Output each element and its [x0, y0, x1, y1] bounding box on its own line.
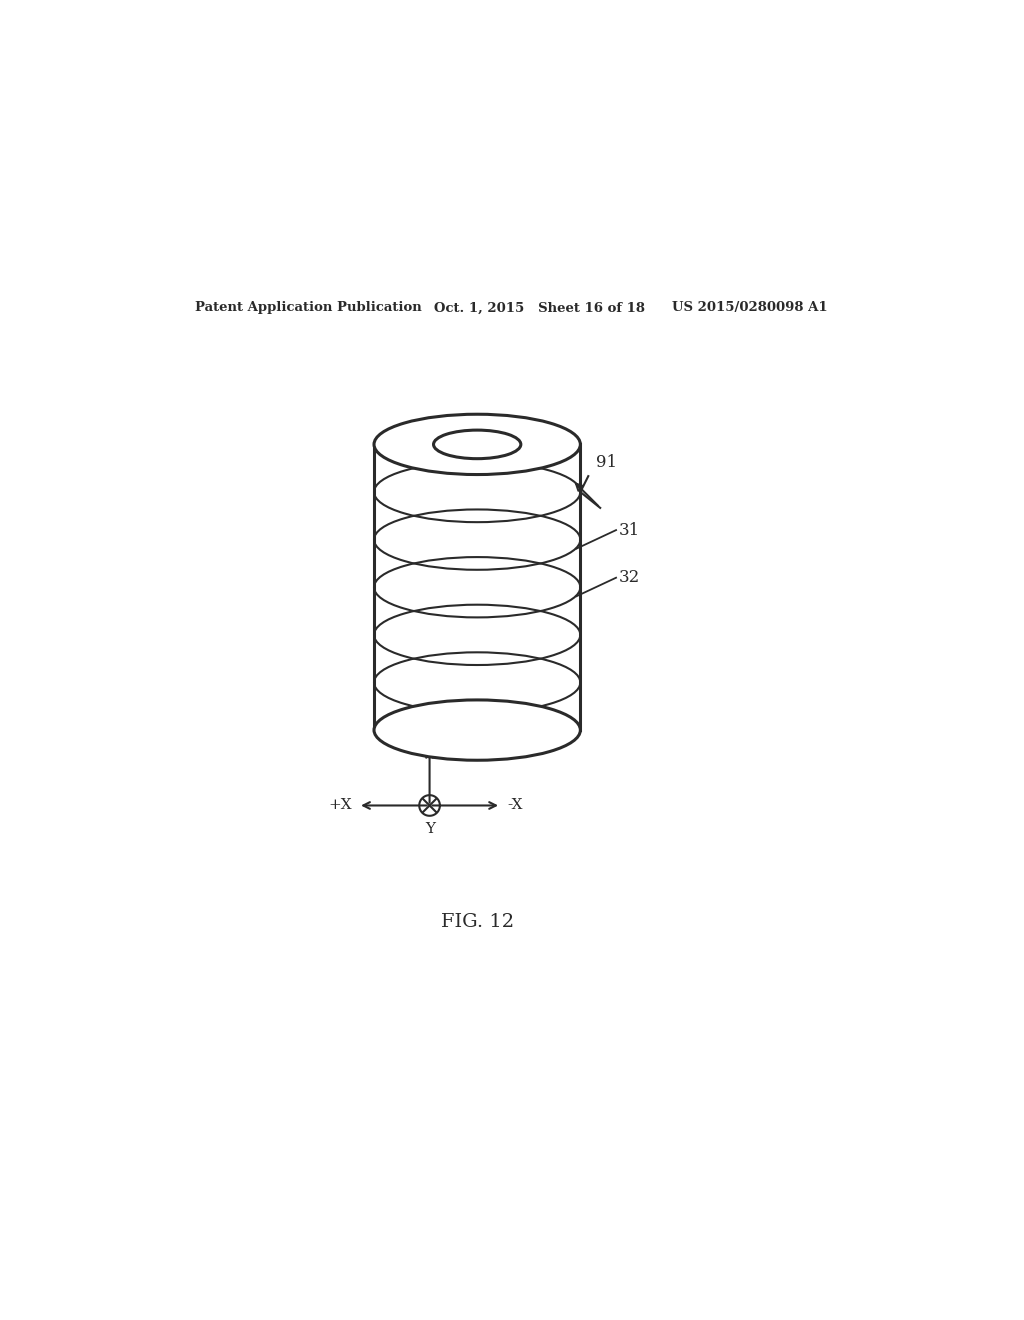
- Text: Y: Y: [425, 822, 435, 836]
- Text: FIG. 12: FIG. 12: [440, 913, 514, 931]
- Ellipse shape: [374, 700, 581, 760]
- Text: 91: 91: [596, 454, 617, 471]
- Ellipse shape: [433, 430, 521, 458]
- Text: Oct. 1, 2015   Sheet 16 of 18: Oct. 1, 2015 Sheet 16 of 18: [433, 301, 644, 314]
- Text: +X: +X: [328, 799, 352, 813]
- Text: Z: Z: [424, 721, 435, 738]
- Text: -X: -X: [507, 799, 523, 813]
- Ellipse shape: [374, 414, 581, 475]
- Text: 32: 32: [618, 569, 640, 586]
- Text: US 2015/0280098 A1: US 2015/0280098 A1: [672, 301, 827, 314]
- Text: Patent Application Publication: Patent Application Publication: [196, 301, 422, 314]
- Text: 31: 31: [618, 521, 640, 539]
